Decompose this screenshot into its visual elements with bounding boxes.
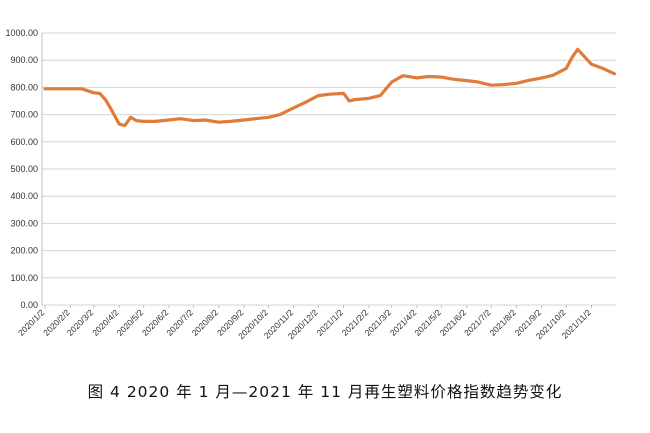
y-tick-label: 800.00 xyxy=(10,82,38,92)
y-tick-label: 900.00 xyxy=(10,55,38,65)
y-tick-label: 100.00 xyxy=(10,273,38,283)
x-axis-ticks: 2020/1/22020/2/22020/3/22020/4/22020/5/2… xyxy=(16,305,593,341)
y-tick-label: 600.00 xyxy=(10,137,38,147)
x-tick-label: 2020/7/2 xyxy=(164,307,195,338)
y-tick-label: 300.00 xyxy=(10,218,38,228)
y-tick-label: 200.00 xyxy=(10,246,38,256)
y-tick-label: 1000.00 xyxy=(5,28,38,38)
y-tick-label: 0.00 xyxy=(20,300,38,310)
x-tick-label: 2021/7/2 xyxy=(462,307,493,338)
x-tick-label: 2020/5/2 xyxy=(115,307,146,338)
series-line xyxy=(43,47,617,128)
series-layer xyxy=(43,47,617,128)
x-tick-label: 2021/8/2 xyxy=(487,307,518,338)
y-tick-label: 400.00 xyxy=(10,191,38,201)
x-tick-label: 2021/5/2 xyxy=(412,307,443,338)
gridlines xyxy=(41,32,616,306)
y-tick-label: 500.00 xyxy=(10,164,38,174)
y-axis-ticks: 0.00 100.00 200.00 300.00 400.00 500.00 600.00… xyxy=(5,28,38,310)
x-tick-label: 2020/1/2 xyxy=(16,307,47,338)
x-tick-label: 2021/1/2 xyxy=(314,307,345,338)
x-tick-label: 2020/3/2 xyxy=(65,307,96,338)
y-tick-label: 700.00 xyxy=(10,110,38,120)
figure-caption: 图 4 2020 年 1 月—2021 年 11 月再生塑料价格指数趋势变化 xyxy=(87,383,563,401)
x-tick-label: 2020/8/2 xyxy=(190,307,221,338)
